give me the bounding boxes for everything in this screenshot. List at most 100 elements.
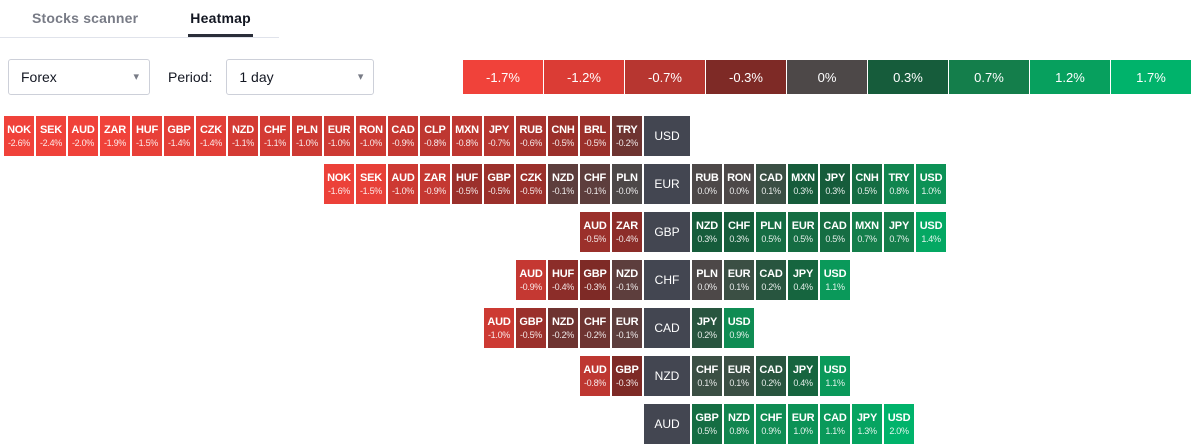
heatmap-cell[interactable]: AUD -1.0% [484, 308, 514, 348]
cell-change-percent: -0.5% [487, 186, 510, 196]
heatmap-cell[interactable]: CAD 1.1% [820, 404, 850, 444]
heatmap-cell[interactable]: JPY 0.7% [884, 212, 914, 252]
heatmap-cell[interactable]: PLN -0.0% [612, 164, 642, 204]
heatmap-cell[interactable]: GBP -1.4% [164, 116, 194, 156]
heatmap-cell[interactable]: USD 1.4% [916, 212, 946, 252]
heatmap-cell[interactable]: AUD -2.0% [68, 116, 98, 156]
cell-change-percent: 0.4% [793, 378, 813, 388]
heatmap-cell[interactable]: CHF 0.9% [756, 404, 786, 444]
heatmap-cell[interactable]: JPY 0.3% [820, 164, 850, 204]
heatmap-cell[interactable]: MXN -0.8% [452, 116, 482, 156]
heatmap-cell[interactable]: JPY 0.4% [788, 356, 818, 396]
heatmap-cell[interactable]: EUR -0.1% [612, 308, 642, 348]
heatmap-cell[interactable]: CLP -0.8% [420, 116, 450, 156]
heatmap-cell[interactable]: SEK -2.4% [36, 116, 66, 156]
heatmap-cell[interactable]: GBP -0.5% [516, 308, 546, 348]
heatmap-cell[interactable]: CNH 0.5% [852, 164, 882, 204]
heatmap-cell[interactable]: SEK -1.5% [356, 164, 386, 204]
heatmap-cell[interactable]: USD 0.9% [724, 308, 754, 348]
heatmap-cell[interactable]: USD 2.0% [884, 404, 914, 444]
heatmap-cell[interactable]: ZAR -1.9% [100, 116, 130, 156]
base-currency-cell: CHF [644, 260, 690, 300]
heatmap-cell[interactable]: GBP -0.5% [484, 164, 514, 204]
heatmap-cell[interactable]: GBP 0.5% [692, 404, 722, 444]
heatmap-cell[interactable]: PLN 0.0% [692, 260, 722, 300]
heatmap-cell[interactable]: GBP -0.3% [612, 356, 642, 396]
cell-change-percent: -1.4% [167, 138, 190, 148]
cell-change-percent: -1.0% [295, 138, 318, 148]
heatmap-cell[interactable]: RON 0.0% [724, 164, 754, 204]
heatmap-cell[interactable]: MXN 0.3% [788, 164, 818, 204]
heatmap-cell[interactable]: CZK -0.5% [516, 164, 546, 204]
heatmap-cell[interactable]: CZK -1.4% [196, 116, 226, 156]
heatmap-cell[interactable]: JPY -0.7% [484, 116, 514, 156]
heatmap-cell[interactable]: PLN 0.5% [756, 212, 786, 252]
cell-currency-code: GBP [615, 364, 639, 376]
heatmap-cell[interactable]: NZD -0.2% [548, 308, 578, 348]
heatmap-cell[interactable]: AUD -0.9% [516, 260, 546, 300]
heatmap-cell[interactable]: CHF 0.1% [692, 356, 722, 396]
heatmap-cell[interactable]: JPY 1.3% [852, 404, 882, 444]
heatmap-cell[interactable]: USD 1.1% [820, 260, 850, 300]
heatmap-cell[interactable]: USD 1.1% [820, 356, 850, 396]
tab-heatmap[interactable]: Heatmap [188, 0, 253, 37]
heatmap-cell[interactable]: NZD 0.3% [692, 212, 722, 252]
cell-currency-code: RUB [695, 172, 719, 184]
heatmap-row: AUD -0.8% GBP -0.3% NZD CHF 0.1% EUR 0.1% CAD 0.2%… [2, 356, 1193, 396]
cell-change-percent: -0.5% [583, 234, 606, 244]
heatmap-cell[interactable]: EUR 0.1% [724, 356, 754, 396]
heatmap-cell[interactable]: TRY -0.2% [612, 116, 642, 156]
heatmap-cell[interactable]: NZD -0.1% [612, 260, 642, 300]
tab-stocks-scanner[interactable]: Stocks scanner [32, 10, 139, 26]
heatmap-cell[interactable]: JPY 0.2% [692, 308, 722, 348]
base-currency-cell: AUD [644, 404, 690, 444]
heatmap-cell[interactable]: EUR 1.0% [788, 404, 818, 444]
heatmap-cell[interactable]: EUR 0.5% [788, 212, 818, 252]
heatmap-cell[interactable]: ZAR -0.9% [420, 164, 450, 204]
cell-change-percent: -2.0% [71, 138, 94, 148]
heatmap-cell[interactable]: CAD -0.9% [388, 116, 418, 156]
heatmap-cell[interactable]: GBP -0.3% [580, 260, 610, 300]
heatmap-cell[interactable]: CAD 0.2% [756, 260, 786, 300]
heatmap-cell[interactable]: CHF -1.1% [260, 116, 290, 156]
heatmap-cell[interactable]: RON -1.0% [356, 116, 386, 156]
cell-change-percent: 0.7% [857, 234, 877, 244]
heatmap-cell[interactable]: AUD -1.0% [388, 164, 418, 204]
heatmap-cell[interactable]: NZD -0.1% [548, 164, 578, 204]
heatmap-cell[interactable]: NZD -1.1% [228, 116, 258, 156]
heatmap-cell[interactable]: CAD 0.2% [756, 356, 786, 396]
heatmap-cell[interactable]: BRL -0.5% [580, 116, 610, 156]
heatmap-cell[interactable]: HUF -1.5% [132, 116, 162, 156]
heatmap-cell[interactable]: EUR 0.1% [724, 260, 754, 300]
heatmap-cell[interactable]: PLN -1.0% [292, 116, 322, 156]
heatmap-cell[interactable]: NOK -1.6% [324, 164, 354, 204]
base-currency-cell: CAD [644, 308, 690, 348]
heatmap-cell[interactable]: USD 1.0% [916, 164, 946, 204]
heatmap-cell[interactable]: RUB 0.0% [692, 164, 722, 204]
market-select[interactable]: Forex ▾ [8, 59, 150, 95]
heatmap-cell[interactable]: AUD -0.8% [580, 356, 610, 396]
heatmap-cell[interactable]: CNH -0.5% [548, 116, 578, 156]
period-select[interactable]: 1 day ▾ [226, 59, 375, 95]
cell-change-percent: 0.9% [761, 426, 781, 436]
cell-change-percent: -1.1% [263, 138, 286, 148]
cell-currency-code: HUF [135, 124, 158, 136]
heatmap-cell[interactable]: TRY 0.8% [884, 164, 914, 204]
heatmap-cell[interactable]: RUB -0.6% [516, 116, 546, 156]
heatmap-cell[interactable]: EUR -1.0% [324, 116, 354, 156]
row-negative-cells: AUD -0.5% ZAR -0.4% [2, 212, 642, 252]
heatmap-cell[interactable]: HUF -0.5% [452, 164, 482, 204]
heatmap-cell[interactable]: CHF 0.3% [724, 212, 754, 252]
heatmap-cell[interactable]: AUD -0.5% [580, 212, 610, 252]
heatmap-cell[interactable]: MXN 0.7% [852, 212, 882, 252]
heatmap-cell[interactable]: ZAR -0.4% [612, 212, 642, 252]
heatmap-cell[interactable]: CHF -0.2% [580, 308, 610, 348]
cell-currency-code: CAD [759, 172, 783, 184]
heatmap-cell[interactable]: NZD 0.8% [724, 404, 754, 444]
heatmap-cell[interactable]: CAD 0.1% [756, 164, 786, 204]
heatmap-cell[interactable]: CAD 0.5% [820, 212, 850, 252]
heatmap-cell[interactable]: NOK -2.6% [4, 116, 34, 156]
heatmap-cell[interactable]: HUF -0.4% [548, 260, 578, 300]
heatmap-cell[interactable]: CHF -0.1% [580, 164, 610, 204]
heatmap-cell[interactable]: JPY 0.4% [788, 260, 818, 300]
